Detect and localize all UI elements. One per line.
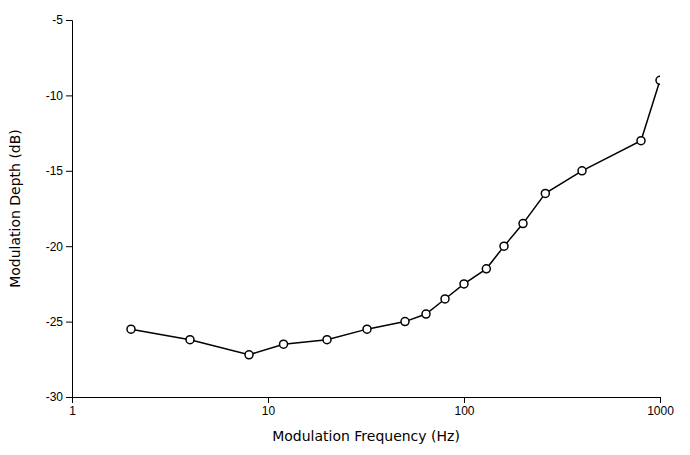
tick-mark: [66, 397, 72, 398]
point: [637, 137, 645, 145]
tick: -20: [46, 240, 72, 254]
tick-label: -20: [46, 240, 64, 254]
tick: -30: [46, 390, 72, 404]
point: [401, 318, 409, 326]
tick: 1: [69, 397, 76, 418]
point: [578, 167, 586, 175]
tick-mark: [66, 171, 72, 172]
tick-label: 1: [69, 404, 76, 418]
tick: -15: [46, 164, 72, 178]
tick: -5: [52, 13, 72, 27]
point: [363, 325, 371, 333]
point: [127, 325, 135, 333]
tick: -10: [46, 89, 72, 103]
point: [482, 265, 490, 273]
axis-line: [73, 398, 661, 404]
x-axis: 1 10 100 1000: [69, 397, 674, 418]
point: [323, 336, 331, 344]
tick-label: 1000: [647, 404, 674, 418]
tick-mark: [66, 322, 72, 323]
point: [519, 220, 527, 228]
tick-label: -5: [52, 13, 63, 27]
tick: 1000: [647, 397, 674, 418]
plot: 1 10 100 1000 -5 -10 -15 -20 -25 -30: [46, 13, 675, 417]
tick-label: 10: [262, 404, 276, 418]
point: [541, 189, 549, 197]
point: [460, 280, 468, 288]
point: [500, 242, 508, 250]
axis-line: [66, 21, 73, 398]
tick-mark: [66, 95, 72, 96]
y-axis: -5 -10 -15 -20 -25 -30: [46, 13, 73, 404]
tick-mark: [66, 246, 72, 247]
tick-label: -25: [46, 315, 64, 329]
point: [186, 336, 194, 344]
tick-label: -10: [46, 89, 64, 103]
tick: -25: [46, 315, 72, 329]
chart: 1 10 100 1000 -5 -10 -15 -20 -25 -30 Modulation Fr…: [0, 0, 690, 455]
tick-mark: [464, 397, 465, 403]
tick-mark: [268, 397, 269, 403]
point: [441, 295, 449, 303]
line: [131, 80, 660, 354]
point: [245, 351, 253, 359]
x-axis-title: Modulation Frequency (Hz): [272, 428, 460, 444]
tick-label: 100: [454, 404, 474, 418]
tick-label: -15: [46, 164, 64, 178]
tick-label: -30: [46, 390, 64, 404]
tick-mark: [66, 20, 72, 21]
tick: 10: [262, 397, 276, 418]
point: [280, 340, 288, 348]
tick: 100: [454, 397, 474, 418]
marks: [127, 76, 660, 358]
point: [422, 310, 430, 318]
tick-mark: [660, 397, 661, 403]
point: [656, 76, 660, 84]
y-axis-title: Modulation Depth (dB): [7, 129, 23, 288]
